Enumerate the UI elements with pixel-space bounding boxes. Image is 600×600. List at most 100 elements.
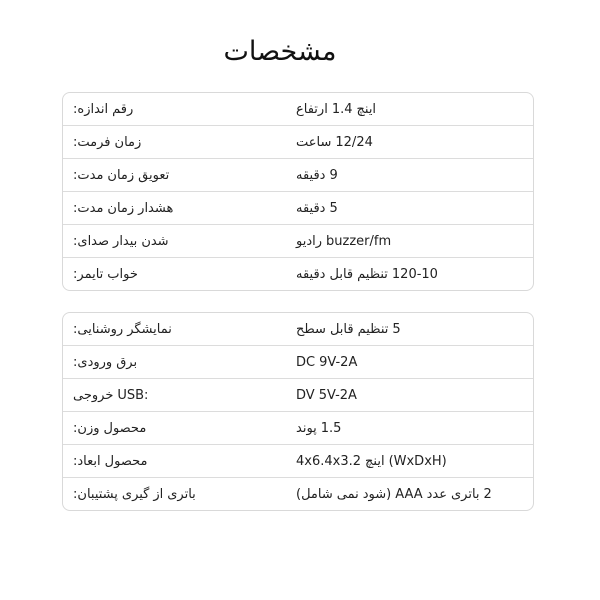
text-token: 1.5	[320, 420, 342, 436]
text-token: :وزن	[73, 420, 100, 436]
text-token: سطح	[296, 321, 326, 337]
text-token: اینچ	[356, 101, 377, 117]
spec-label: :ابعاد محصول	[63, 454, 296, 469]
spec-label: :مدت زمان هشدار	[63, 201, 296, 216]
spec-label: :مدت زمان تعویق	[63, 168, 296, 183]
spec-value: (شامل نمی شود) AAA عدد باتری 2	[296, 487, 533, 502]
spec-row: :روشنایی نمایشگر سطح قابل تنظیم 5	[63, 313, 533, 346]
text-token: :مدت	[73, 200, 104, 216]
text-token: شدن	[141, 233, 169, 249]
text-token: رادیو	[296, 233, 323, 249]
spec-value: DV 5V-2A	[296, 388, 533, 403]
text-token: بیدار	[113, 233, 138, 249]
text-token: :تایمر	[73, 266, 104, 282]
text-token: زمان	[107, 200, 135, 216]
text-token: اینچ	[365, 453, 385, 469]
spec-value: دقیقه 9	[296, 168, 533, 183]
spec-label: :صدای بیدار شدن	[63, 234, 296, 249]
spec-value: DC 9V-2A	[296, 355, 533, 370]
text-token: DC	[296, 354, 316, 370]
text-token: هشدار	[138, 200, 174, 216]
text-token: نمایشگر	[127, 321, 172, 337]
spec-value: 4x6.4x3.2 اینچ (WxDxH)	[296, 454, 533, 469]
text-token: :ابعاد	[73, 453, 101, 469]
spec-row: :مدت زمان هشدار دقیقه 5	[63, 192, 533, 225]
text-token: دقیقه	[296, 266, 326, 282]
text-token: 1.4	[331, 101, 353, 117]
text-token: برق	[116, 354, 138, 370]
text-token: 120-10	[391, 266, 438, 282]
text-token: 5V-2A	[318, 387, 357, 403]
text-token: AAA	[395, 486, 423, 502]
text-token: (شامل	[296, 486, 333, 502]
text-token: قابل	[329, 321, 354, 337]
text-token: 2	[483, 486, 492, 502]
text-token: پوند	[296, 420, 317, 436]
specs-table-1: :اندازه رقم ارتفاع 1.4 اینچ:فرمت زمان ساعت 12/2…	[62, 92, 534, 291]
text-token: :اندازه	[73, 101, 109, 117]
text-token: زمان	[114, 134, 142, 150]
text-token: دقیقه	[296, 200, 326, 216]
text-token: DV	[296, 387, 315, 403]
spec-value: ساعت 12/24	[296, 135, 533, 150]
text-token: رقم	[112, 101, 134, 117]
text-token: 4x6.4x3.2	[296, 453, 362, 469]
spec-value: سطح قابل تنظیم 5	[296, 322, 533, 337]
text-token: :مدت	[73, 167, 104, 183]
spec-value: ارتفاع 1.4 اینچ	[296, 102, 533, 117]
spec-label: :اندازه رقم	[63, 102, 296, 117]
spec-row: :وزن محصول پوند 1.5	[63, 412, 533, 445]
text-token: زمان	[107, 167, 135, 183]
spec-label: خروجی USB:	[63, 388, 296, 403]
text-token: باتری	[167, 486, 196, 502]
spec-value: پوند 1.5	[296, 421, 533, 436]
spec-label: :فرمت زمان	[63, 135, 296, 150]
spec-label: :ورودی برق	[63, 355, 296, 370]
page-title: مشخصات	[223, 36, 337, 67]
text-token: :پشتیبان	[73, 486, 118, 502]
text-token: USB:	[117, 387, 149, 403]
text-token: گیری	[121, 486, 150, 502]
text-token: خروجی	[73, 387, 114, 403]
spec-label: :تایمر خواب	[63, 267, 296, 282]
text-token: تنظیم	[357, 321, 389, 337]
text-token: 5	[392, 321, 401, 337]
text-token: از	[153, 486, 164, 502]
spec-label: :پشتیبان گیری از باتری	[63, 487, 296, 502]
text-token: ساعت	[296, 134, 332, 150]
text-token: قابل	[329, 266, 354, 282]
text-token: 12/24	[335, 134, 373, 150]
text-token: عدد	[426, 486, 447, 502]
text-token: تنظیم	[357, 266, 388, 282]
text-token: 9	[329, 167, 338, 183]
spec-value: دقیقه 5	[296, 201, 533, 216]
text-token: (WxDxH)	[388, 453, 447, 469]
spec-row: :تایمر خواب دقیقه قابل تنظیم 120-10	[63, 258, 533, 290]
spec-row: :مدت زمان تعویق دقیقه 9	[63, 159, 533, 192]
text-token: buzzer/fm	[326, 233, 392, 249]
spec-row: :فرمت زمان ساعت 12/24	[63, 126, 533, 159]
text-token: 5	[329, 200, 338, 216]
spec-label: :روشنایی نمایشگر	[63, 322, 296, 337]
spec-row: :اندازه رقم ارتفاع 1.4 اینچ	[63, 93, 533, 126]
text-token: :صدای	[73, 233, 110, 249]
specs-table-2: :روشنایی نمایشگر سطح قابل تنظیم 5:ورودی برق DC 9…	[62, 312, 534, 511]
text-token: دقیقه	[296, 167, 326, 183]
text-token: تعویق	[138, 167, 170, 183]
text-token: خواب	[107, 266, 138, 282]
text-token: باتری	[451, 486, 480, 502]
spec-row: :صدای بیدار شدن رادیو buzzer/fm	[63, 225, 533, 258]
spec-row: :ابعاد محصول 4x6.4x3.2 اینچ (WxDxH)	[63, 445, 533, 478]
text-token: محصول	[104, 453, 148, 469]
text-token: ارتفاع	[296, 101, 328, 117]
spec-row: :ورودی برق DC 9V-2A	[63, 346, 533, 379]
text-token: :ورودی	[73, 354, 113, 370]
text-token: نمی	[336, 486, 359, 502]
spec-value: دقیقه قابل تنظیم 120-10	[296, 267, 533, 282]
spec-value: رادیو buzzer/fm	[296, 234, 533, 249]
text-token: محصول	[103, 420, 147, 436]
spec-row: خروجی USB: DV 5V-2A	[63, 379, 533, 412]
spec-row: :پشتیبان گیری از باتری (شامل نمی شود) AAA عدد بات…	[63, 478, 533, 510]
spec-label: :وزن محصول	[63, 421, 296, 436]
text-token: شود)	[362, 486, 392, 502]
